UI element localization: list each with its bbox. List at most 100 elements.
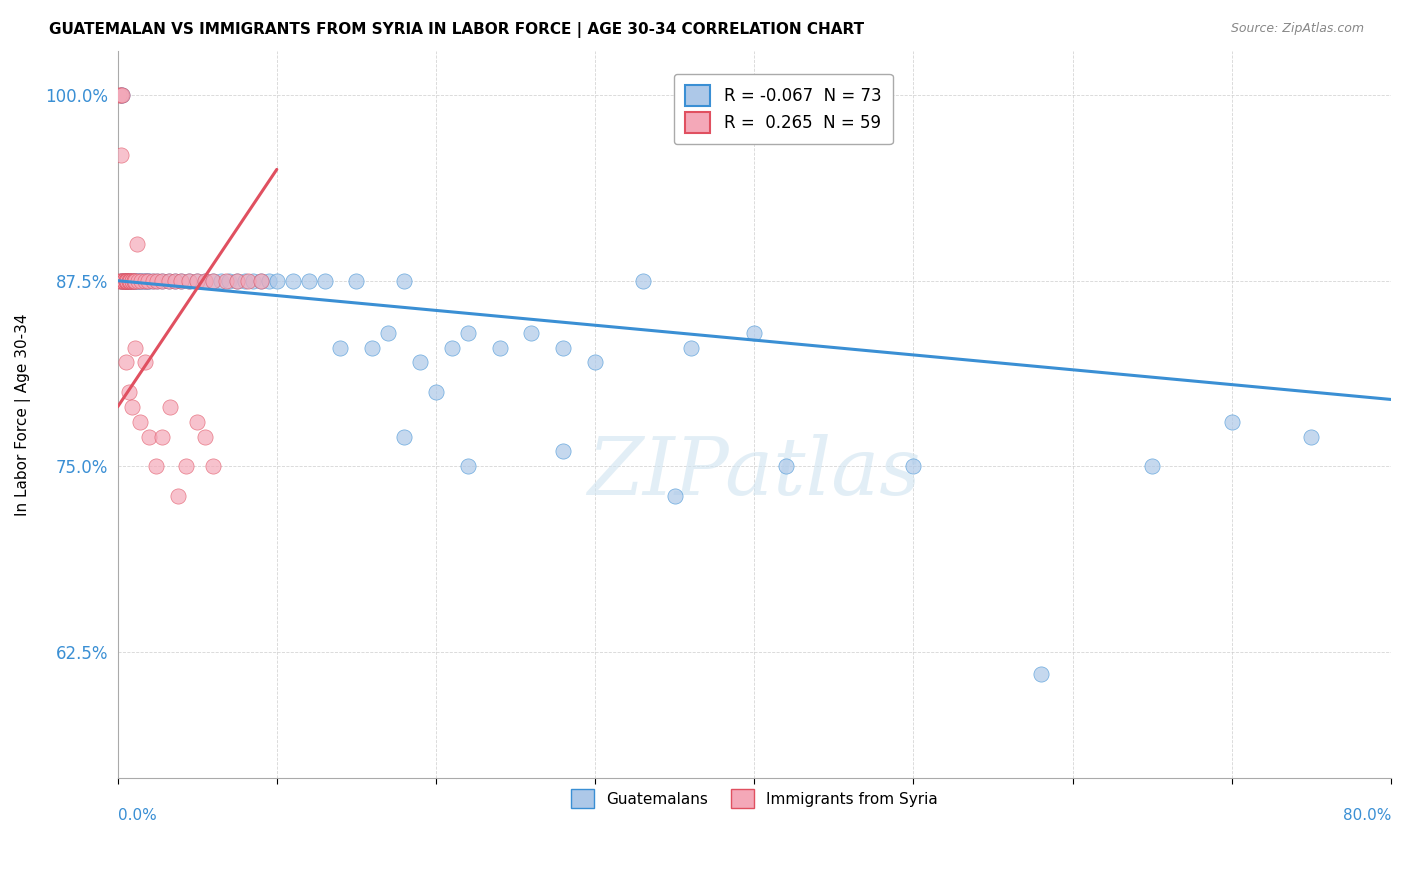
Point [186, 274, 208, 288]
Point [250, 274, 273, 288]
Point [664, 489, 686, 503]
Point [170, 274, 193, 288]
Point [314, 274, 336, 288]
Point [131, 274, 153, 288]
Point [150, 274, 173, 288]
Text: 0.0%: 0.0% [118, 808, 156, 823]
Point [124, 274, 146, 288]
Point [186, 274, 208, 288]
Point [132, 274, 155, 288]
Point [157, 274, 180, 288]
Point [194, 274, 217, 288]
Point [114, 274, 136, 288]
Point [122, 274, 145, 288]
Point [134, 274, 156, 288]
Point [202, 459, 225, 474]
Point [110, 88, 132, 103]
Point [440, 341, 463, 355]
Point [425, 385, 447, 400]
Point [127, 274, 149, 288]
Point [131, 274, 153, 288]
Point [218, 274, 240, 288]
Point [157, 274, 180, 288]
Point [122, 274, 145, 288]
Point [114, 274, 136, 288]
Point [236, 274, 259, 288]
Point [115, 274, 138, 288]
Point [202, 274, 225, 288]
Point [111, 274, 134, 288]
Text: GUATEMALAN VS IMMIGRANTS FROM SYRIA IN LABOR FORCE | AGE 30-34 CORRELATION CHART: GUATEMALAN VS IMMIGRANTS FROM SYRIA IN L… [49, 22, 865, 38]
Point [150, 274, 173, 288]
Point [108, 88, 131, 103]
Point [194, 274, 217, 288]
Point [125, 274, 148, 288]
Point [163, 274, 186, 288]
Point [120, 274, 142, 288]
Point [135, 274, 157, 288]
Point [361, 341, 384, 355]
Point [250, 274, 273, 288]
Point [150, 429, 173, 443]
Point [111, 88, 134, 103]
Point [377, 326, 399, 340]
Point [121, 274, 143, 288]
Point [120, 274, 142, 288]
Point [179, 274, 201, 288]
Point [121, 400, 143, 414]
Point [138, 274, 160, 288]
Point [298, 274, 321, 288]
Point [679, 341, 702, 355]
Point [520, 326, 543, 340]
Point [115, 274, 138, 288]
Point [457, 326, 479, 340]
Point [120, 274, 142, 288]
Point [1220, 415, 1243, 429]
Point [124, 274, 146, 288]
Point [242, 274, 264, 288]
Point [174, 459, 197, 474]
Point [1301, 429, 1323, 443]
Point [146, 274, 169, 288]
Text: 80.0%: 80.0% [1343, 808, 1391, 823]
Point [329, 341, 352, 355]
Point [114, 274, 136, 288]
Point [159, 400, 181, 414]
Point [114, 274, 136, 288]
Point [167, 489, 190, 503]
Point [194, 429, 217, 443]
Point [226, 274, 249, 288]
Point [112, 274, 135, 288]
Point [122, 274, 145, 288]
Point [112, 274, 135, 288]
Point [121, 274, 143, 288]
Point [134, 274, 156, 288]
Point [170, 274, 193, 288]
Point [226, 274, 249, 288]
Point [118, 274, 141, 288]
Point [128, 415, 150, 429]
Point [112, 274, 135, 288]
Point [903, 459, 925, 474]
Point [108, 274, 131, 288]
Point [110, 88, 132, 103]
Point [115, 274, 138, 288]
Point [124, 341, 146, 355]
Point [118, 274, 141, 288]
Point [114, 274, 136, 288]
Point [344, 274, 367, 288]
Point [127, 274, 149, 288]
Point [281, 274, 304, 288]
Point [179, 274, 201, 288]
Point [202, 274, 225, 288]
Point [742, 326, 765, 340]
Point [145, 459, 167, 474]
Point [553, 341, 575, 355]
Point [110, 274, 132, 288]
Point [136, 274, 159, 288]
Point [136, 274, 159, 288]
Point [110, 147, 132, 161]
Point [392, 274, 415, 288]
Point [233, 274, 256, 288]
Point [110, 274, 132, 288]
